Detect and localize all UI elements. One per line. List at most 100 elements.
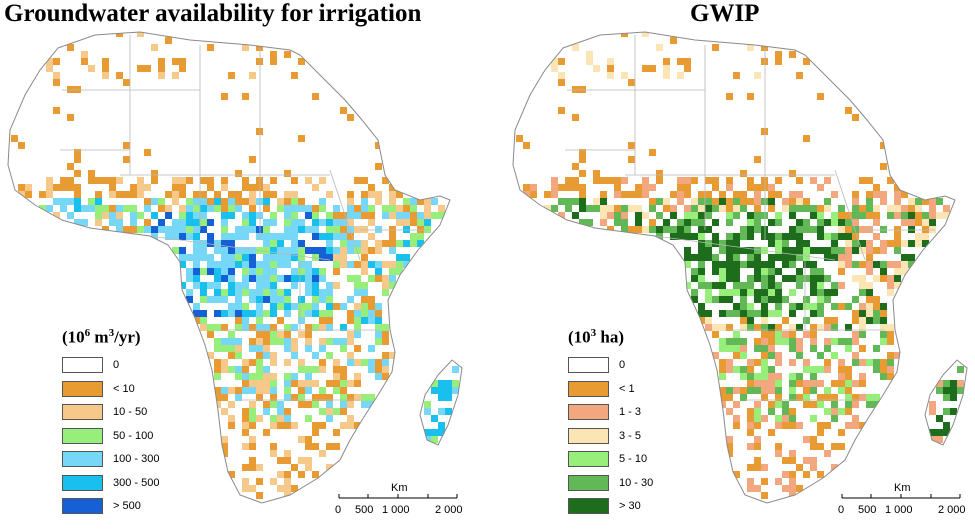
- raster-cell: [775, 303, 782, 310]
- raster-cell: [291, 198, 298, 205]
- raster-cell: [340, 380, 347, 387]
- raster-cell: [256, 310, 263, 317]
- raster-cell: [789, 450, 796, 457]
- raster-cell: [382, 366, 389, 373]
- raster-cell: [810, 443, 817, 450]
- raster-cell: [852, 401, 859, 408]
- raster-cell: [144, 65, 151, 72]
- raster-cell: [544, 191, 551, 198]
- raster-cell: [347, 275, 354, 282]
- raster-cell: [354, 345, 361, 352]
- raster-cell: [361, 247, 368, 254]
- raster-cell: [733, 268, 740, 275]
- raster-cell: [249, 184, 256, 191]
- raster-cell: [284, 170, 291, 177]
- raster-cell: [256, 268, 263, 275]
- raster-cell: [768, 198, 775, 205]
- raster-cell: [46, 58, 53, 65]
- raster-cell: [312, 401, 319, 408]
- raster-cell: [53, 107, 60, 114]
- raster-cell: [817, 380, 824, 387]
- raster-cell: [424, 198, 431, 205]
- raster-cell: [810, 380, 817, 387]
- raster-cell: [95, 205, 102, 212]
- raster-cell: [866, 401, 873, 408]
- raster-cell: [866, 226, 873, 233]
- raster-cell: [396, 191, 403, 198]
- raster-cell: [698, 198, 705, 205]
- raster-cell: [368, 394, 375, 401]
- raster-cell: [298, 331, 305, 338]
- raster-cell: [221, 345, 228, 352]
- raster-cell: [852, 422, 859, 429]
- raster-cell: [333, 247, 340, 254]
- raster-cell: [894, 233, 901, 240]
- raster-cell: [880, 338, 887, 345]
- raster-cell: [845, 338, 852, 345]
- raster-cell: [761, 331, 768, 338]
- raster-cell: [873, 275, 880, 282]
- raster-cell: [656, 170, 663, 177]
- raster-cell: [438, 422, 445, 429]
- raster-cell: [775, 415, 782, 422]
- raster-cell: [249, 345, 256, 352]
- raster-cell: [782, 205, 789, 212]
- raster-cell: [340, 254, 347, 261]
- raster-cell: [312, 275, 319, 282]
- legend-groundwater: (106 m3/yr) 0 < 10 10 - 50 50 - 100 100 - 30…: [62, 327, 159, 518]
- raster-cell: [663, 58, 670, 65]
- raster-cell: [698, 275, 705, 282]
- raster-cell: [165, 205, 172, 212]
- raster-cell: [754, 261, 761, 268]
- raster-cell: [228, 275, 235, 282]
- raster-cell: [691, 233, 698, 240]
- raster-cell: [789, 233, 796, 240]
- raster-cell: [726, 247, 733, 254]
- raster-cell: [102, 205, 109, 212]
- raster-cell: [200, 289, 207, 296]
- raster-cell: [845, 373, 852, 380]
- raster-cell: [684, 65, 691, 72]
- raster-cell: [747, 282, 754, 289]
- raster-cell: [705, 226, 712, 233]
- raster-cell: [270, 387, 277, 394]
- raster-cell: [235, 226, 242, 233]
- raster-cell: [901, 205, 908, 212]
- raster-cell: [340, 373, 347, 380]
- scale-tick-label: 0: [838, 504, 845, 516]
- raster-cell: [705, 254, 712, 261]
- raster-cell: [663, 205, 670, 212]
- raster-cell: [109, 177, 116, 184]
- raster-cell: [284, 345, 291, 352]
- raster-cell: [796, 352, 803, 359]
- raster-cell: [677, 198, 684, 205]
- raster-cell: [389, 275, 396, 282]
- raster-cell: [803, 254, 810, 261]
- raster-cell: [235, 317, 242, 324]
- raster-cell: [130, 184, 137, 191]
- raster-cell: [305, 380, 312, 387]
- raster-cell: [733, 471, 740, 478]
- raster-cell: [326, 310, 333, 317]
- raster-cell: [894, 191, 901, 198]
- raster-cell: [228, 303, 235, 310]
- raster-cell: [298, 135, 305, 142]
- raster-cell: [796, 240, 803, 247]
- raster-cell: [291, 191, 298, 198]
- raster-cell: [698, 303, 705, 310]
- raster-cell: [130, 212, 137, 219]
- raster-cell: [747, 373, 754, 380]
- raster-cell: [607, 72, 614, 79]
- raster-cell: [375, 324, 382, 331]
- raster-cell: [733, 275, 740, 282]
- raster-cell: [747, 93, 754, 100]
- raster-cell: [614, 177, 621, 184]
- legend-item: 100 - 300: [62, 448, 159, 472]
- scale-tick-label: 0: [335, 504, 342, 516]
- raster-cell: [88, 198, 95, 205]
- raster-cell: [172, 198, 179, 205]
- raster-cell: [438, 408, 445, 415]
- raster-cell: [284, 289, 291, 296]
- raster-cell: [228, 198, 235, 205]
- raster-cell: [754, 219, 761, 226]
